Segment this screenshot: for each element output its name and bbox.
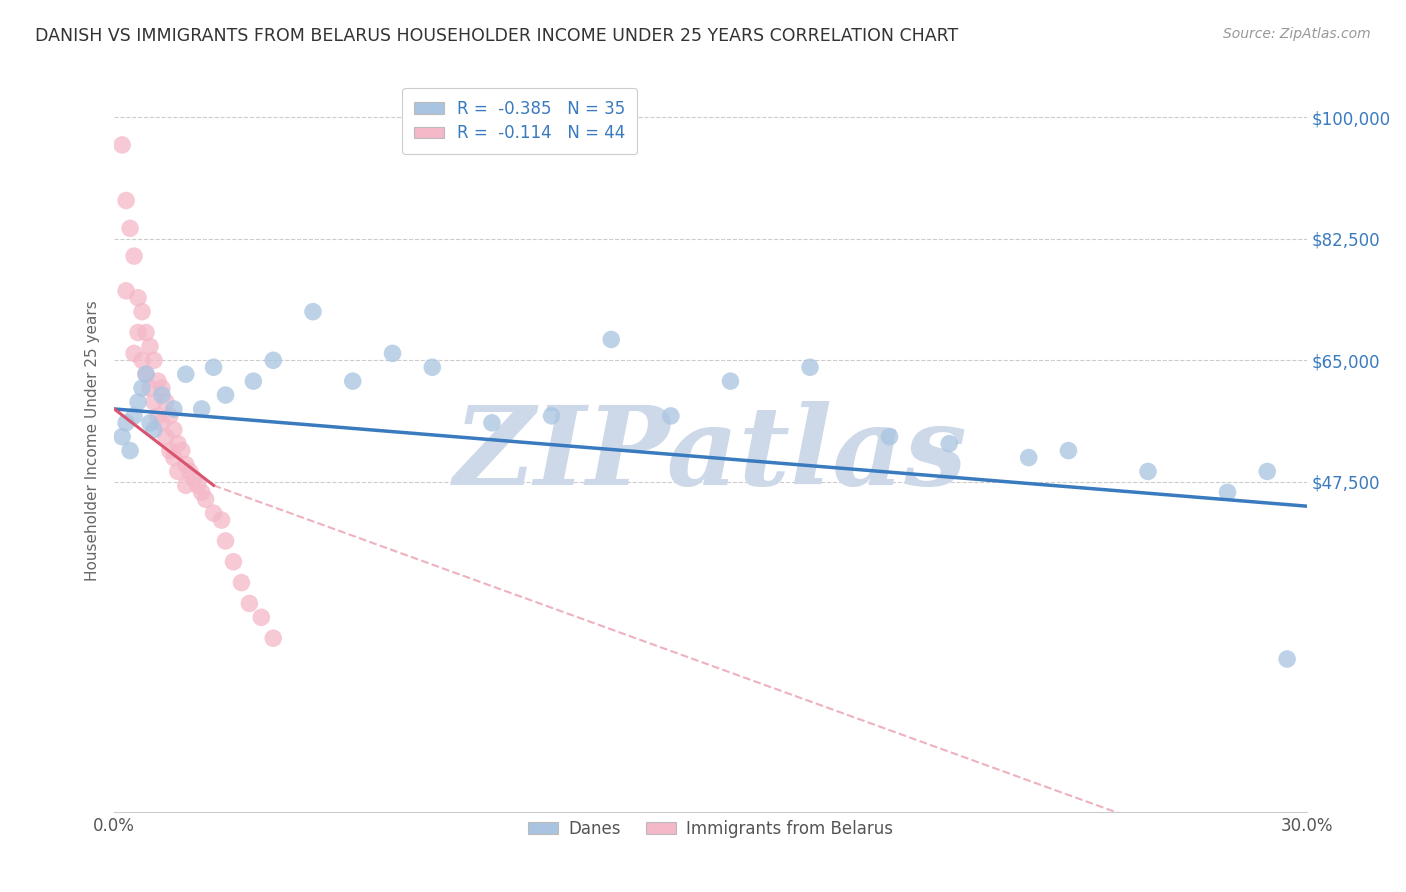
Point bbox=[211, 513, 233, 527]
Point bbox=[262, 631, 284, 645]
Point bbox=[1275, 652, 1298, 666]
Point bbox=[166, 436, 188, 450]
Point bbox=[155, 395, 177, 409]
Point bbox=[231, 575, 253, 590]
Point bbox=[150, 416, 173, 430]
Point bbox=[1057, 443, 1080, 458]
Point bbox=[938, 436, 960, 450]
Point bbox=[174, 368, 197, 382]
Y-axis label: Householder Income Under 25 years: Householder Income Under 25 years bbox=[86, 300, 100, 581]
Point bbox=[139, 339, 162, 353]
Point bbox=[179, 465, 201, 479]
Point bbox=[115, 284, 138, 298]
Point bbox=[142, 353, 165, 368]
Point bbox=[190, 401, 212, 416]
Point bbox=[190, 485, 212, 500]
Point bbox=[302, 304, 325, 318]
Point bbox=[120, 443, 142, 458]
Point bbox=[163, 423, 186, 437]
Point bbox=[159, 443, 181, 458]
Point bbox=[242, 374, 264, 388]
Point bbox=[720, 374, 742, 388]
Point bbox=[194, 492, 217, 507]
Point bbox=[202, 506, 225, 520]
Point bbox=[135, 326, 157, 340]
Point bbox=[202, 360, 225, 375]
Point bbox=[262, 353, 284, 368]
Point bbox=[159, 409, 181, 423]
Point bbox=[131, 304, 153, 318]
Point bbox=[238, 597, 260, 611]
Point bbox=[139, 381, 162, 395]
Point bbox=[142, 395, 165, 409]
Point bbox=[222, 555, 245, 569]
Point bbox=[250, 610, 273, 624]
Point bbox=[799, 360, 821, 375]
Point bbox=[122, 346, 145, 360]
Point bbox=[150, 381, 173, 395]
Point bbox=[139, 416, 162, 430]
Point bbox=[166, 465, 188, 479]
Point bbox=[659, 409, 682, 423]
Point bbox=[146, 374, 169, 388]
Point bbox=[122, 409, 145, 423]
Point bbox=[127, 326, 149, 340]
Point bbox=[170, 443, 193, 458]
Text: ZIPatlas: ZIPatlas bbox=[454, 401, 967, 508]
Point bbox=[135, 368, 157, 382]
Point bbox=[111, 137, 134, 152]
Point bbox=[155, 430, 177, 444]
Point bbox=[111, 430, 134, 444]
Text: Source: ZipAtlas.com: Source: ZipAtlas.com bbox=[1223, 27, 1371, 41]
Point bbox=[600, 333, 623, 347]
Point bbox=[135, 368, 157, 382]
Point bbox=[115, 416, 138, 430]
Point bbox=[115, 194, 138, 208]
Point bbox=[214, 533, 236, 548]
Point bbox=[163, 450, 186, 465]
Point bbox=[1136, 465, 1159, 479]
Point bbox=[183, 471, 205, 485]
Point bbox=[150, 388, 173, 402]
Point bbox=[127, 395, 149, 409]
Point bbox=[187, 478, 209, 492]
Point bbox=[120, 221, 142, 235]
Point bbox=[131, 381, 153, 395]
Point bbox=[127, 291, 149, 305]
Point bbox=[1256, 465, 1278, 479]
Point bbox=[1216, 485, 1239, 500]
Point bbox=[163, 401, 186, 416]
Point bbox=[381, 346, 404, 360]
Point bbox=[342, 374, 364, 388]
Text: DANISH VS IMMIGRANTS FROM BELARUS HOUSEHOLDER INCOME UNDER 25 YEARS CORRELATION : DANISH VS IMMIGRANTS FROM BELARUS HOUSEH… bbox=[35, 27, 959, 45]
Point bbox=[131, 353, 153, 368]
Point bbox=[174, 458, 197, 472]
Point bbox=[174, 478, 197, 492]
Legend: Danes, Immigrants from Belarus: Danes, Immigrants from Belarus bbox=[522, 814, 900, 845]
Point bbox=[879, 430, 901, 444]
Point bbox=[142, 423, 165, 437]
Point bbox=[122, 249, 145, 263]
Point bbox=[540, 409, 562, 423]
Point bbox=[420, 360, 443, 375]
Point bbox=[481, 416, 503, 430]
Point bbox=[1018, 450, 1040, 465]
Point bbox=[146, 409, 169, 423]
Point bbox=[214, 388, 236, 402]
